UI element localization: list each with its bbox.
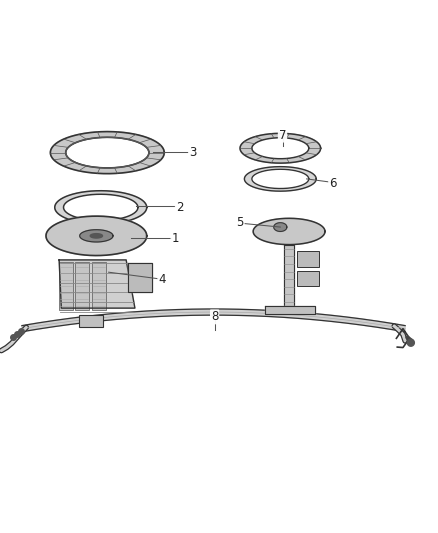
Polygon shape (244, 167, 316, 191)
Polygon shape (284, 245, 294, 306)
Text: 3: 3 (189, 146, 196, 159)
Bar (75, 262, 89, 310)
Text: 4: 4 (158, 273, 166, 286)
Polygon shape (253, 219, 325, 245)
Polygon shape (407, 339, 414, 346)
Bar (79, 314, 103, 327)
Text: 8: 8 (211, 310, 218, 324)
Polygon shape (265, 306, 315, 314)
Polygon shape (128, 263, 152, 292)
Polygon shape (22, 309, 405, 332)
Bar (92, 262, 106, 310)
Polygon shape (50, 132, 164, 174)
Text: 7: 7 (279, 128, 286, 142)
Text: 5: 5 (237, 216, 244, 229)
Polygon shape (240, 133, 321, 163)
Polygon shape (64, 194, 138, 221)
Polygon shape (90, 233, 102, 238)
Text: 2: 2 (176, 201, 184, 214)
Polygon shape (252, 138, 309, 159)
Polygon shape (55, 191, 147, 224)
Polygon shape (252, 169, 309, 189)
Polygon shape (59, 260, 135, 308)
Polygon shape (66, 138, 149, 168)
Bar (297, 271, 319, 286)
Bar (59, 262, 73, 310)
Bar (297, 251, 319, 266)
Polygon shape (46, 216, 147, 255)
Polygon shape (80, 230, 113, 242)
Text: 6: 6 (329, 177, 337, 190)
Text: 1: 1 (171, 231, 179, 245)
Polygon shape (274, 223, 287, 231)
